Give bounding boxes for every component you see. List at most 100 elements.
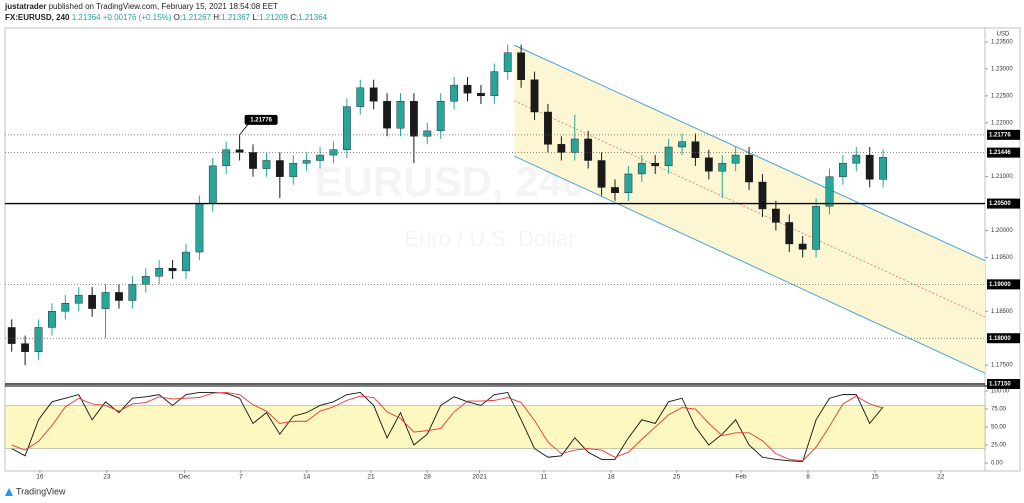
x-tick-label: 2021 xyxy=(472,474,487,481)
ohlc-value: 1.21267 xyxy=(182,13,211,22)
candle-body xyxy=(758,181,767,210)
ohlc-key: H: xyxy=(213,13,221,22)
candle-body xyxy=(745,154,753,183)
ohlc-value: 1.21367 xyxy=(221,13,250,22)
ohlc-key: L: xyxy=(252,13,259,22)
x-tick-label: 18 xyxy=(607,474,615,481)
publisher: justatrader xyxy=(4,2,46,11)
oscillator-line xyxy=(11,391,884,463)
ohlc-value: 1.21364 xyxy=(298,13,327,22)
x-tick-label: 11 xyxy=(541,474,548,481)
y-tick-label: 50.00 xyxy=(991,425,1007,431)
x-tick-label: 22 xyxy=(937,474,945,481)
candle-body xyxy=(477,92,485,97)
candle-body xyxy=(852,154,861,164)
y-tick-label: 1.23500 xyxy=(991,40,1013,46)
symbol-line: FX:EURUSD, 240 1.21364 +0.00176 (+0.15%)… xyxy=(5,13,328,22)
candle-body xyxy=(678,141,686,148)
x-tick-label: Feb xyxy=(735,474,747,481)
candle-body xyxy=(7,327,16,344)
watermark-sub: Euro / U.S. Dollar xyxy=(404,226,575,251)
level-box xyxy=(987,198,1020,209)
change: +0.00176 (+0.15%) xyxy=(103,13,172,22)
candle-body xyxy=(383,101,391,129)
callout-pointer xyxy=(239,124,248,136)
y-tick-label: 75.00 xyxy=(991,407,1007,413)
callout-label: 1.21776 xyxy=(250,117,272,123)
channel-fill xyxy=(514,45,985,374)
ohlc-key: O: xyxy=(174,13,182,22)
candle-body xyxy=(544,111,552,145)
candle-body xyxy=(436,101,445,132)
candle-body xyxy=(141,276,150,285)
candle-body xyxy=(222,149,231,167)
candle-body xyxy=(879,157,887,180)
logo-icon xyxy=(5,488,13,496)
candle-body xyxy=(61,303,70,312)
candle-body xyxy=(249,152,257,169)
frame xyxy=(4,27,1021,472)
candle-body xyxy=(342,106,351,150)
candle-body xyxy=(651,162,660,167)
candle-body xyxy=(463,84,472,94)
candle-body xyxy=(624,173,633,194)
candle-body xyxy=(423,130,432,137)
candle-body xyxy=(128,284,137,301)
level-box xyxy=(987,279,1020,290)
candle-body xyxy=(396,101,405,129)
x-tick-label: 8 xyxy=(806,474,810,481)
candle-body xyxy=(155,268,164,277)
candle-body xyxy=(517,52,526,80)
level-label: 1.19000 xyxy=(989,282,1011,288)
candle-body xyxy=(289,162,298,177)
symbol: FX:EURUSD, 240 xyxy=(5,13,70,22)
candle-body xyxy=(731,154,740,164)
candle-body xyxy=(316,154,324,161)
y-tick-label: 1.22000 xyxy=(991,120,1013,126)
candle-body xyxy=(839,162,847,177)
candle-body xyxy=(530,79,539,113)
candle-body xyxy=(235,149,244,153)
level-box xyxy=(987,333,1020,344)
band xyxy=(4,405,986,449)
y-tick-label: 0.00 xyxy=(991,461,1003,467)
brand: TradingView xyxy=(16,486,66,496)
y-tick-label: 1.22500 xyxy=(991,93,1013,99)
candle-body xyxy=(208,165,217,204)
candle-body xyxy=(48,311,56,328)
candle-body xyxy=(369,87,378,102)
x-tick-label: 28 xyxy=(424,474,432,481)
candle-body xyxy=(168,268,177,272)
candle-body xyxy=(718,162,727,172)
candle-body xyxy=(450,84,458,102)
ohlc-key: C: xyxy=(290,13,298,22)
level-label: 1.21776 xyxy=(989,132,1011,138)
y-tick-label: 1.19500 xyxy=(991,255,1013,261)
y-tick-label: 1.17500 xyxy=(991,363,1013,369)
y-tick-label: 100.00 xyxy=(991,389,1010,395)
y-tick-label: 1.21000 xyxy=(991,174,1013,180)
candle-body xyxy=(704,157,713,172)
candle-body xyxy=(570,138,579,153)
x-tick-label: 15 xyxy=(871,474,879,481)
y-tick-label: 25.00 xyxy=(991,443,1007,449)
y-tick-label: 1.18500 xyxy=(991,309,1013,315)
published: published on TradingView.com, February 1… xyxy=(49,2,278,11)
ohlc-value: 1.21209 xyxy=(259,13,288,22)
candle-body xyxy=(865,154,874,180)
header-line: justatrader published on TradingView.com… xyxy=(4,2,278,11)
candle-body xyxy=(503,52,512,72)
candle-body xyxy=(798,243,807,250)
candle-body xyxy=(825,176,834,207)
candle-body xyxy=(637,162,646,175)
level-label: 1.21446 xyxy=(989,150,1011,156)
candle-body xyxy=(356,87,365,107)
currency: USD xyxy=(997,32,1010,38)
candle-body xyxy=(664,146,673,167)
candle-body xyxy=(785,222,794,245)
level-box xyxy=(987,129,1020,140)
x-tick-label: 16 xyxy=(36,474,44,481)
candle-body xyxy=(275,160,284,177)
level-label: 1.18000 xyxy=(989,336,1011,342)
